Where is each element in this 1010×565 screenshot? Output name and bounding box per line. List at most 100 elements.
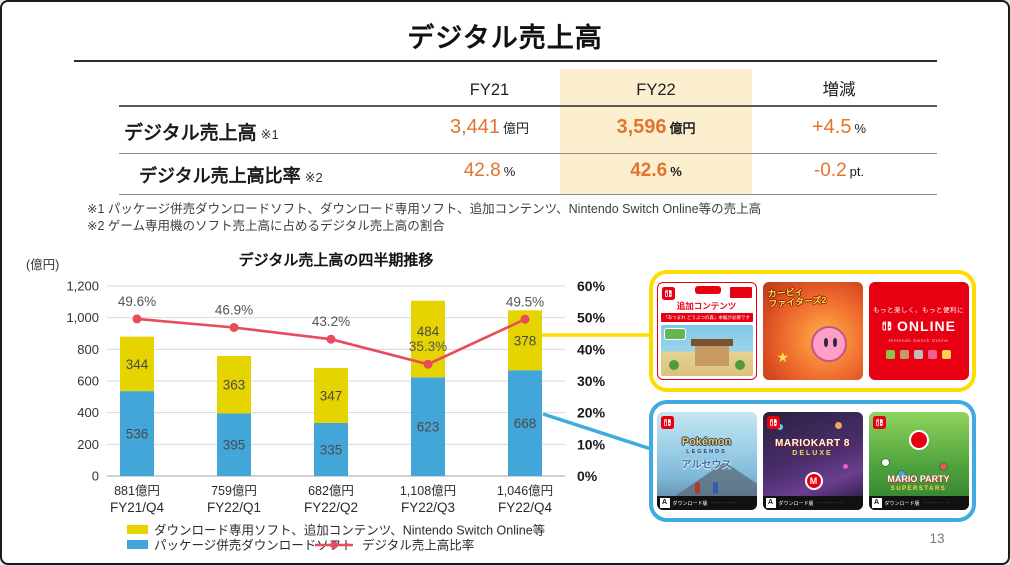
x-axis-category-label: FY22/Q1: [207, 500, 261, 515]
download-strip: A ダウンロード版 ･････････ ･･････: [762, 496, 863, 510]
card-nintendo-switch-online: もっと楽しく、もっと便利に ONLINE Nintendo Switch Onl…: [868, 282, 969, 380]
cell-digital-sales-delta: +4.5%: [811, 116, 867, 138]
arceus-title: アルセウス: [681, 460, 732, 471]
y-axis-right-tick: 50%: [577, 310, 606, 326]
mario-figure: [908, 430, 929, 450]
mario-kart-logo: MARIOKART 8: [775, 438, 850, 449]
card-animal-crossing-dlc: 追加コンテンツ 「あつまれ どうぶつの森」本編が必要です: [656, 282, 757, 380]
y-axis-left-tick: 800: [77, 342, 99, 357]
y-axis-left-tick: 1,000: [66, 310, 99, 325]
chart-svg: 0 200 400 600 800 1,000 1,200 0% 10% 20% 30% 40% 50%…: [66, 278, 652, 553]
pokemon-logo: Pokémon: [681, 436, 732, 448]
page-title: デジタル売上高: [407, 23, 603, 53]
kirby-character: [810, 326, 847, 362]
switch-logo-icon: [660, 416, 674, 429]
switch-logo-icon: [661, 287, 675, 300]
x-axis-total-label: 881億円: [114, 484, 160, 498]
bar-value-download: 363: [223, 378, 246, 393]
bar-segment-download: [120, 336, 154, 392]
x-axis-category-label: FY22/Q4: [498, 500, 553, 515]
mario-kart-figure: M: [804, 472, 823, 490]
download-strip: A ダウンロード版 ･････････ ･･････: [868, 496, 969, 510]
firework: [842, 464, 848, 469]
bar-segment-package: [217, 413, 251, 476]
card-hanger-tab: [694, 286, 721, 294]
y-axis-left-tick: 200: [77, 437, 99, 452]
y-axis-right-tick: 60%: [577, 278, 606, 294]
ratio-point: [326, 334, 336, 344]
digital-content-box: 追加コンテンツ 「あつまれ どうぶつの森」本編が必要です カービィ ファイターズ…: [649, 270, 976, 392]
ratio-point-label: 35.3%: [409, 339, 447, 354]
note-ref-2: ※2: [304, 170, 323, 185]
legend-swatch-download: [127, 525, 148, 534]
row-label-digital-sales: デジタル売上高 ※1: [124, 123, 279, 144]
board-space: [938, 462, 948, 471]
fy22-highlight-column: [560, 69, 752, 194]
bar-segment-download: [314, 368, 348, 423]
table-row-rule: [119, 194, 937, 195]
footnotes: ※1 パッケージ併売ダウンロードソフト、ダウンロード専用ソフト、追加コンテンツ、…: [87, 201, 761, 235]
trainer-figure: [694, 482, 700, 494]
board-space: [896, 470, 906, 479]
legend-label-ratio: デジタル売上高比率: [362, 538, 474, 553]
footnote-1: ※1 パッケージ併売ダウンロードソフト、ダウンロード専用ソフト、追加コンテンツ、…: [87, 202, 762, 216]
note-ref-1: ※1: [260, 127, 279, 142]
bar-segment-download: [217, 355, 251, 414]
bar-segment-package: [314, 422, 348, 476]
firework: [834, 422, 842, 429]
col-header-fy22: FY22: [636, 81, 676, 99]
card-mario-party-superstars: MARIO PARTY SUPERSTARS A ダウンロード版 ･･･････…: [868, 412, 969, 510]
page-number: 13: [929, 531, 945, 546]
star-icon: ★: [776, 349, 790, 365]
y-axis-right-tick: 30%: [577, 373, 606, 389]
kirby-fighters-logo: カービィ ファイターズ2: [766, 286, 827, 310]
cero-rating-badge: A: [659, 498, 670, 508]
cell-digital-sales-fy21: 3,441 億円: [449, 116, 530, 138]
bar-value-package: 623: [417, 420, 440, 435]
dlc-requirement-band: 「あつまれ どうぶつの森」本編が必要です: [660, 313, 753, 322]
chart-title: デジタル売上高の四半期推移: [238, 252, 434, 269]
y-axis-left-tick: 1,200: [66, 279, 99, 294]
bar-value-download: 347: [320, 388, 343, 403]
y-axis-right-tick: 40%: [577, 341, 606, 357]
ratio-point-label: 43.2%: [312, 314, 350, 329]
callout-line-package: [542, 412, 652, 451]
x-axis-total-label: 1,108億円: [400, 484, 456, 498]
ratio-point-label: 49.5%: [506, 294, 544, 309]
switch-logo-icon: [872, 416, 886, 429]
legend-label-package: パッケージ併売ダウンロードソフト: [154, 538, 354, 553]
x-axis-category-label: FY21/Q4: [110, 500, 165, 515]
y-axis-right-tick: 20%: [577, 405, 606, 421]
bar-value-download: 378: [514, 333, 537, 348]
table-row-rule: [119, 153, 937, 154]
footnote-2: ※2 ゲーム専用機のソフト売上高に占めるデジタル売上高の割合: [87, 219, 445, 233]
y-axis-right-tick: 10%: [577, 436, 606, 452]
x-axis-category-label: FY22/Q3: [401, 500, 455, 515]
trainer-figure: [712, 482, 718, 494]
nso-tagline: もっと楽しく、もっと便利に: [873, 306, 964, 314]
legend-line-marker-dot: [330, 541, 338, 549]
x-axis-category-label: FY22/Q2: [304, 500, 358, 515]
bar-segment-package: [120, 391, 154, 476]
animal-crossing-artwork: [660, 325, 753, 376]
cell-digital-ratio-delta: -0.2 pt.: [813, 160, 865, 181]
bar-segment-package: [508, 370, 542, 476]
bar-segment-package: [411, 377, 445, 476]
col-header-delta: 増減: [822, 81, 856, 99]
bar-value-download: 344: [126, 357, 149, 372]
cell-digital-ratio-fy22: 42.6%: [630, 160, 682, 181]
bar-value-package: 335: [320, 442, 343, 457]
nso-character-icons: [886, 349, 951, 359]
card-mario-kart-8-deluxe: MARIOKART 8 DELUXE M A ダウンロード版 ･････････…: [762, 412, 863, 510]
board-space: [880, 458, 890, 467]
bar-value-package: 668: [514, 416, 537, 431]
ratio-point: [229, 322, 239, 332]
dlc-badge-text: 追加コンテンツ: [676, 301, 737, 311]
ratio-point-label: 49.6%: [118, 294, 156, 309]
card-pokemon-legends-arceus: Pokémon LEGENDS アルセウス A ダウンロード版 ････････…: [656, 412, 757, 510]
col-header-fy21: FY21: [469, 81, 510, 99]
ratio-point: [520, 314, 530, 324]
bar-value-package: 536: [126, 427, 149, 442]
card-kirby-fighters-2: カービィ ファイターズ2 ★: [762, 282, 863, 380]
firework: [776, 424, 783, 430]
